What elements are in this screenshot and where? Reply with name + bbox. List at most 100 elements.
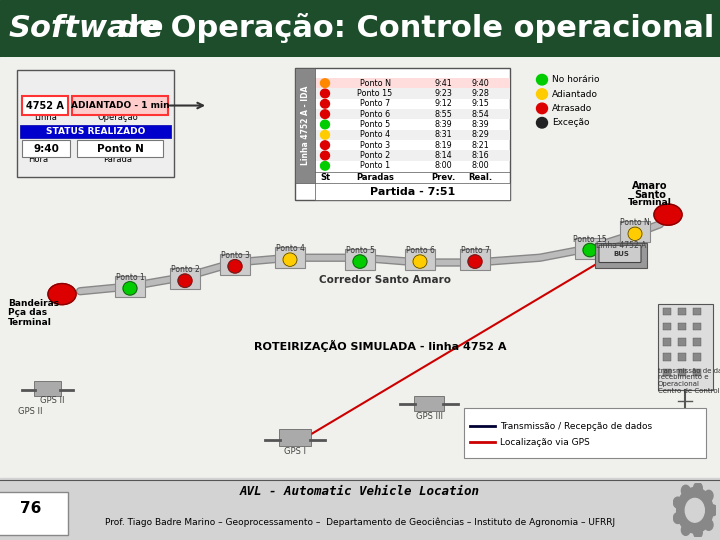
Circle shape [681, 485, 690, 496]
Text: Prev.: Prev. [431, 173, 455, 182]
Circle shape [353, 255, 367, 268]
Text: Ponto 15: Ponto 15 [357, 89, 392, 98]
Text: Ponto 5: Ponto 5 [360, 120, 390, 129]
Text: Centro de Controle: Centro de Controle [658, 388, 720, 394]
Text: Software: Software [9, 14, 164, 43]
Text: 9:15: 9:15 [471, 99, 489, 109]
FancyBboxPatch shape [464, 408, 706, 458]
Circle shape [681, 524, 690, 535]
Text: Linha 4752 A - IDA: Linha 4752 A - IDA [300, 86, 310, 165]
Text: Pça das: Pça das [8, 308, 47, 317]
Circle shape [693, 527, 702, 538]
Text: Ponto 7: Ponto 7 [360, 99, 390, 109]
Text: 9:23: 9:23 [434, 89, 452, 98]
Text: Amaro: Amaro [632, 181, 667, 191]
Circle shape [673, 497, 682, 508]
Bar [295, 68, 510, 200]
Ellipse shape [48, 284, 76, 305]
Text: Hora: Hora [28, 155, 48, 164]
Text: 8:19: 8:19 [434, 140, 452, 150]
Bar [315, 109, 510, 119]
Text: AVL - Automatic Vehicle Location: AVL - Automatic Vehicle Location [240, 485, 480, 498]
Text: Transmissão / Recepção de dados: Transmissão / Recepção de dados [500, 422, 652, 431]
Circle shape [704, 519, 713, 530]
Bar [315, 78, 510, 88]
Text: No horário: No horário [552, 75, 600, 84]
Text: Ponto 15: Ponto 15 [573, 235, 607, 244]
FancyBboxPatch shape [22, 96, 68, 115]
Text: ADIANTADO - 1 min: ADIANTADO - 1 min [71, 101, 169, 110]
Text: Prof. Tiago Badre Marino – Geoprocessamento –  Departamento de Geociências – Ins: Prof. Tiago Badre Marino – Geoprocessame… [105, 518, 615, 528]
Text: GPS III: GPS III [416, 411, 444, 421]
Circle shape [693, 483, 702, 494]
FancyBboxPatch shape [414, 396, 444, 411]
FancyBboxPatch shape [405, 249, 435, 270]
Circle shape [320, 151, 330, 160]
FancyBboxPatch shape [220, 254, 250, 275]
Circle shape [320, 79, 330, 87]
Text: Parada: Parada [104, 155, 132, 164]
Text: Ponto N: Ponto N [359, 79, 390, 87]
Bar [678, 369, 686, 376]
Text: transmissão de dados: transmissão de dados [658, 368, 720, 374]
Bar [678, 354, 686, 361]
FancyBboxPatch shape [460, 249, 490, 270]
Text: Ponto 1: Ponto 1 [360, 161, 390, 170]
Circle shape [685, 498, 704, 522]
Bar [693, 307, 701, 315]
Bar [20, 125, 171, 138]
FancyBboxPatch shape [575, 238, 605, 259]
Text: 8:00: 8:00 [471, 161, 489, 170]
Bar [693, 369, 701, 376]
Text: Terminal: Terminal [8, 318, 52, 327]
Text: Ponto 4: Ponto 4 [360, 130, 390, 139]
Bar [663, 307, 671, 315]
FancyBboxPatch shape [279, 429, 311, 446]
Bar [315, 88, 510, 99]
Circle shape [320, 131, 330, 139]
Text: 9:12: 9:12 [434, 99, 452, 109]
Text: recebimento e: recebimento e [658, 374, 708, 380]
Text: 9:41: 9:41 [434, 79, 452, 87]
Text: Ponto 2: Ponto 2 [171, 265, 199, 274]
Bar [295, 68, 315, 183]
Text: 9:28: 9:28 [471, 89, 489, 98]
Text: GPS II: GPS II [18, 407, 42, 416]
Ellipse shape [654, 204, 682, 225]
Text: Operacional: Operacional [658, 381, 700, 387]
Text: Santo: Santo [634, 190, 666, 200]
Text: Adiantado: Adiantado [552, 90, 598, 98]
Bar [663, 354, 671, 361]
FancyBboxPatch shape [115, 276, 145, 297]
Text: 9:40: 9:40 [471, 79, 489, 87]
FancyBboxPatch shape [345, 249, 375, 270]
Text: ROTEIRIZAÇÃO SIMULADA - linha 4752 A: ROTEIRIZAÇÃO SIMULADA - linha 4752 A [253, 340, 506, 352]
Text: St: St [320, 173, 330, 182]
Circle shape [228, 260, 242, 273]
Text: Ponto 5: Ponto 5 [346, 246, 374, 255]
Circle shape [178, 274, 192, 287]
FancyBboxPatch shape [77, 140, 163, 157]
Bar [663, 338, 671, 346]
Text: Corredor Santo Amaro: Corredor Santo Amaro [319, 275, 451, 285]
Text: 8:55: 8:55 [434, 110, 452, 119]
FancyBboxPatch shape [22, 140, 70, 157]
Bar [663, 369, 671, 376]
Text: 9:40: 9:40 [33, 144, 59, 153]
FancyBboxPatch shape [72, 96, 168, 115]
Text: Ponto 2: Ponto 2 [360, 151, 390, 160]
Text: 8:16: 8:16 [471, 151, 489, 160]
Text: 8:29: 8:29 [471, 130, 489, 139]
Bar [678, 323, 686, 330]
Circle shape [320, 89, 330, 98]
Bar [693, 354, 701, 361]
Text: Atrasado: Atrasado [552, 104, 593, 113]
Circle shape [628, 227, 642, 240]
Circle shape [536, 103, 547, 113]
FancyBboxPatch shape [17, 70, 174, 177]
Text: 8:39: 8:39 [471, 120, 489, 129]
Text: Ponto 6: Ponto 6 [360, 110, 390, 119]
Circle shape [468, 255, 482, 268]
Text: Linha: Linha [35, 113, 58, 122]
Circle shape [536, 89, 547, 99]
